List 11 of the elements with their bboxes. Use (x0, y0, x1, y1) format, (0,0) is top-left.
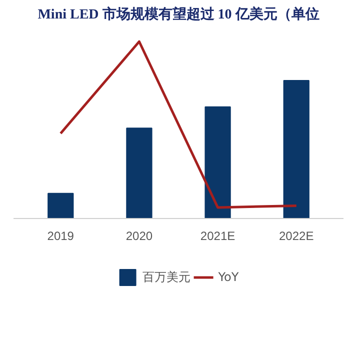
bar (204, 106, 231, 219)
bar (283, 80, 310, 219)
chart-title: Mini LED 市场规模有望超过 10 亿美元（单位 (38, 6, 320, 22)
x-tick-label: 2019 (47, 229, 74, 244)
x-tick-label: 2022E (279, 229, 314, 244)
legend-label: YoY (218, 270, 239, 284)
bar (48, 192, 74, 219)
bar (126, 128, 152, 219)
legend-label: 百万美元 (142, 268, 190, 286)
x-tick-label: 2020 (126, 229, 153, 244)
x-tick-label: 2021E (200, 229, 236, 244)
